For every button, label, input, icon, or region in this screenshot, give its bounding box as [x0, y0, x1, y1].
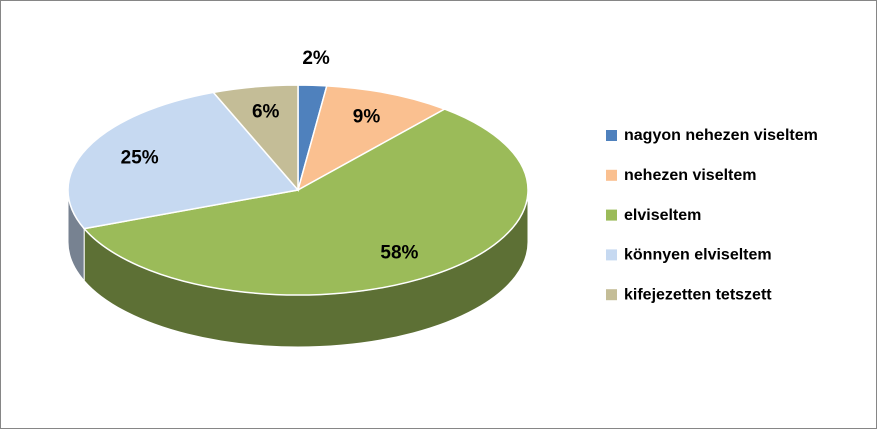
data-label: 25%	[121, 148, 159, 169]
data-labels: 2% 9% 58% 25% 6%	[121, 48, 419, 264]
legend: nagyon nehezen viseltem nehezen viseltem e…	[606, 127, 818, 303]
pie-slice	[211, 84, 299, 193]
legend-label: nehezen viseltem	[624, 167, 757, 184]
data-label: 2%	[302, 48, 330, 69]
legend-label: nagyon nehezen viseltem	[624, 127, 818, 144]
legend-swatch	[606, 289, 617, 301]
legend-swatch	[606, 169, 617, 181]
pie-slice	[82, 108, 529, 296]
pie-slice	[296, 85, 447, 192]
legend-label: könnyen elviseltem	[624, 247, 772, 264]
data-label: 58%	[380, 243, 418, 264]
pie-slice	[67, 91, 300, 230]
pie-tops	[67, 84, 529, 296]
data-label: 9%	[353, 107, 381, 128]
legend-label: elviseltem	[624, 207, 701, 224]
legend-swatch	[606, 249, 617, 261]
legend-label: kifejezetten tetszett	[624, 286, 772, 303]
legend-swatch	[606, 130, 617, 141]
data-label: 6%	[252, 102, 280, 123]
legend-swatch	[606, 209, 617, 221]
